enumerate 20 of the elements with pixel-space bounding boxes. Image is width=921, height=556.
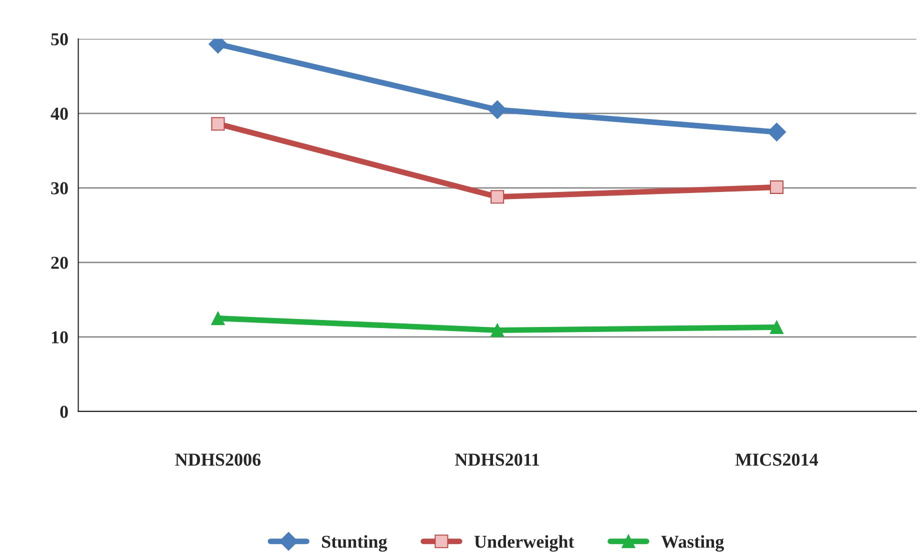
y-tick-label: 0 bbox=[60, 406, 68, 418]
y-tick-label: 20 bbox=[51, 256, 68, 269]
x-tick-label: NDHS2011 bbox=[455, 454, 540, 466]
y-tick-label: 50 bbox=[51, 33, 68, 46]
point bbox=[767, 122, 786, 142]
y-tick-label: 10 bbox=[52, 331, 68, 344]
y-tick-label: 40 bbox=[50, 108, 68, 120]
point bbox=[770, 180, 784, 194]
legend-label: Wasting bbox=[661, 535, 724, 552]
point bbox=[770, 320, 784, 334]
point bbox=[211, 117, 225, 131]
point bbox=[211, 312, 225, 326]
point bbox=[490, 190, 504, 204]
y-tick-label: 30 bbox=[51, 182, 68, 194]
x-tick-label: NDHS2006 bbox=[175, 454, 261, 466]
point bbox=[488, 100, 507, 120]
legend-label: Stunting bbox=[322, 535, 388, 552]
x-tick-label: MICS2014 bbox=[735, 454, 818, 466]
point bbox=[490, 323, 504, 337]
legend-label: Underweight bbox=[474, 535, 574, 552]
